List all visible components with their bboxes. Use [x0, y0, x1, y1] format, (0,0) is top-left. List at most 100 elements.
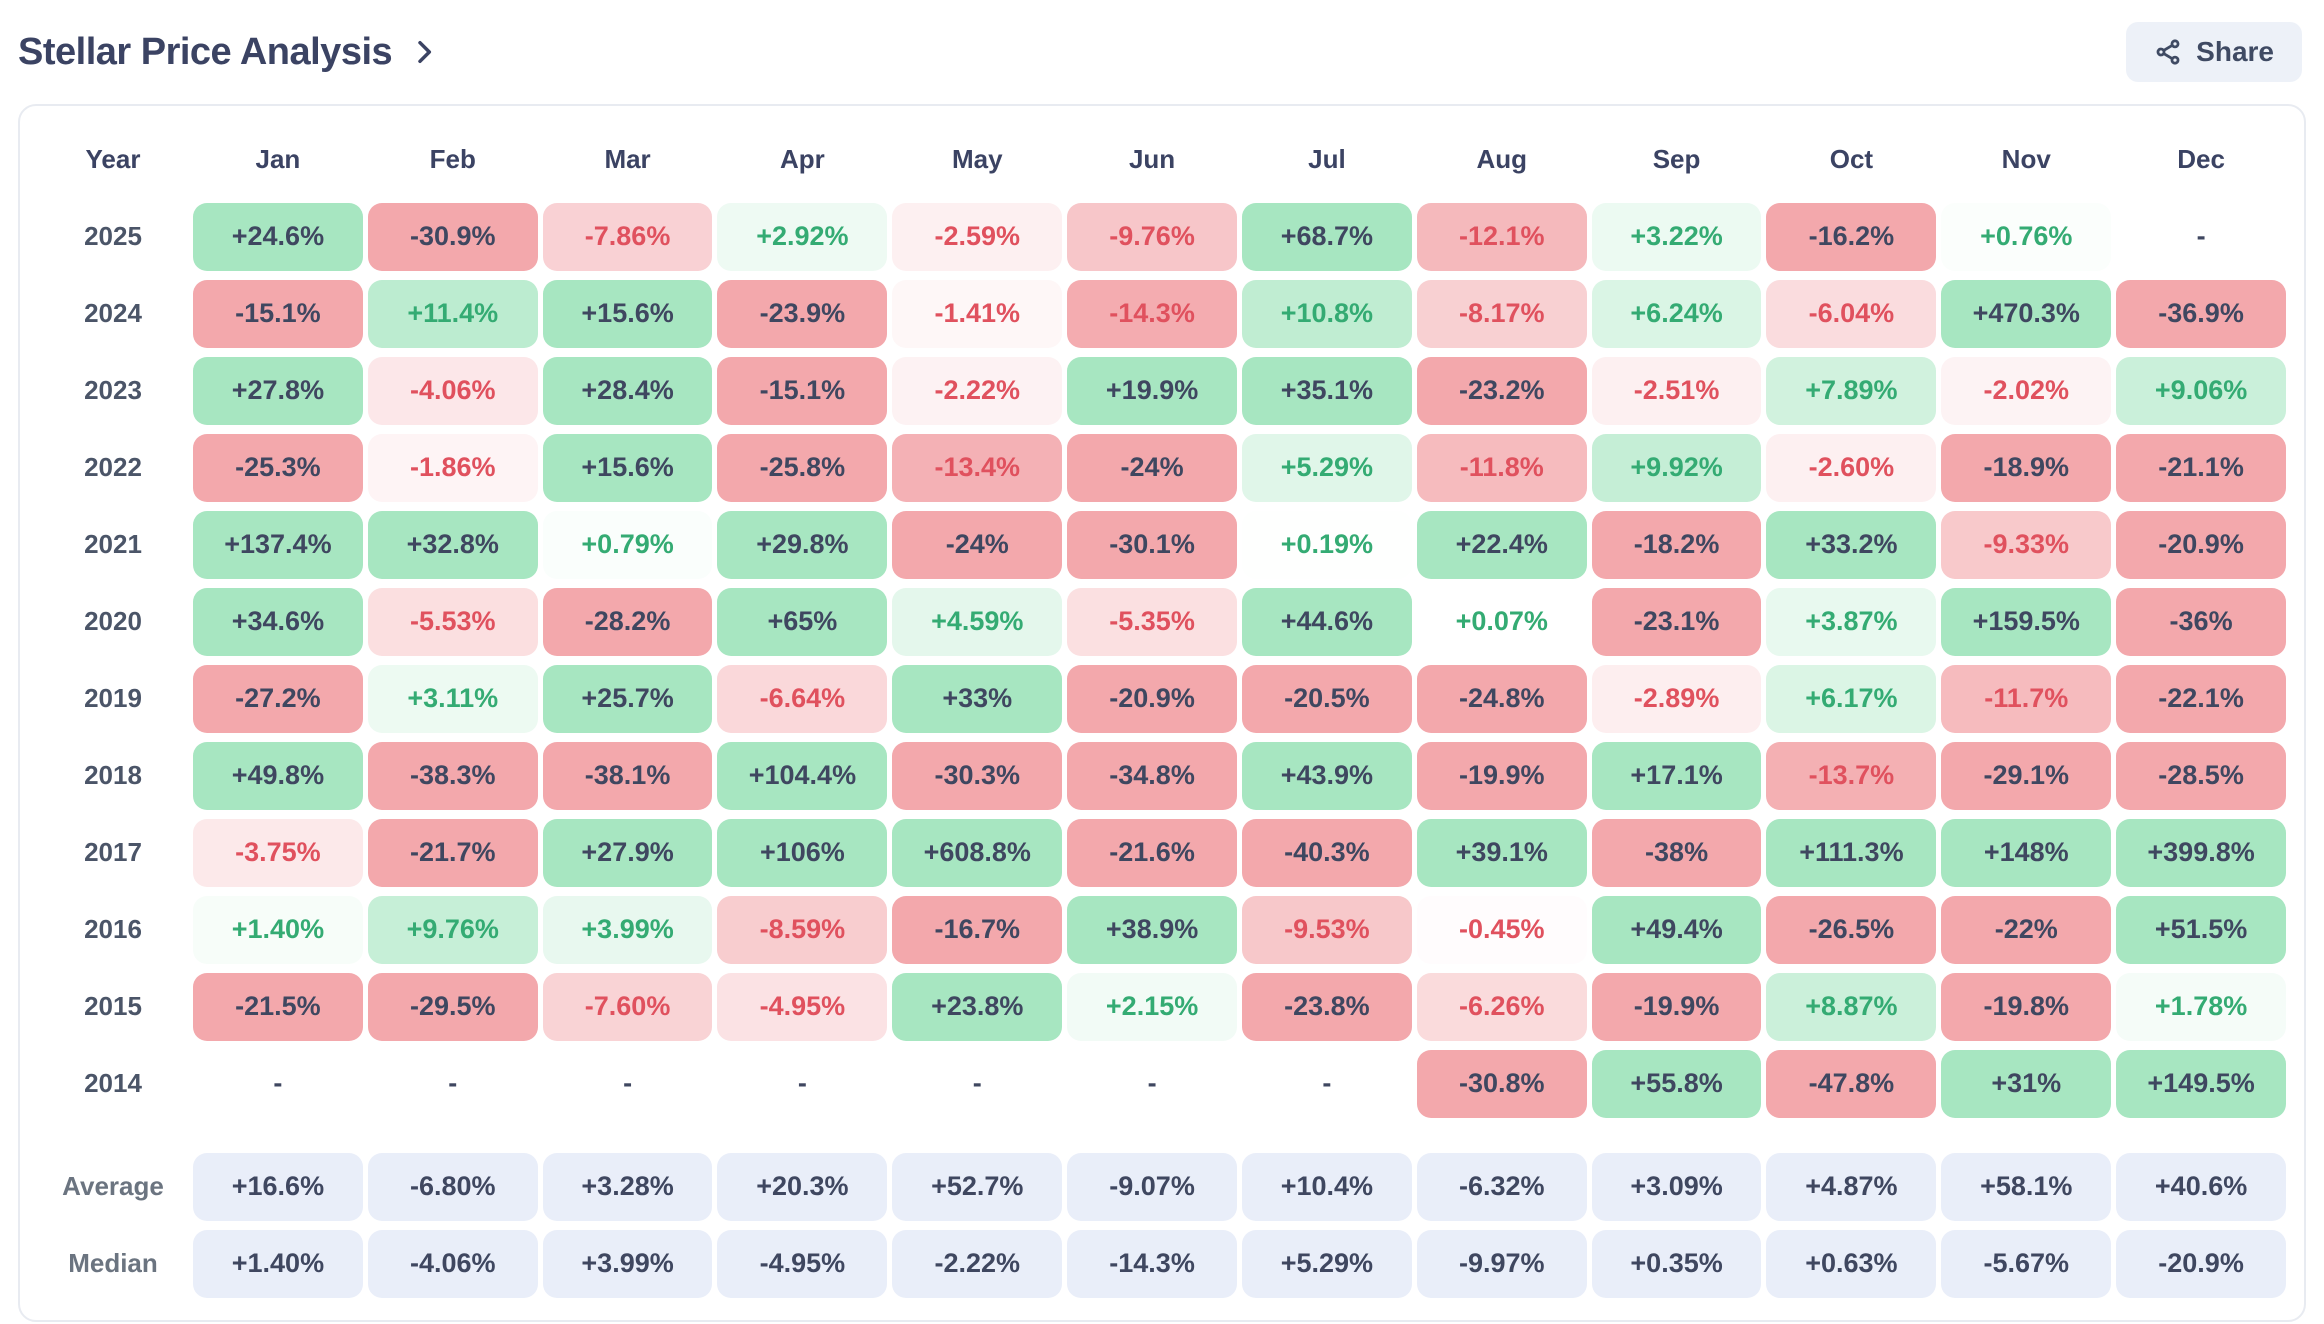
value-cell: +44.6% — [1241, 587, 1412, 656]
value-cell: - — [448, 1068, 458, 1098]
summary-cell: -6.32% — [1416, 1152, 1587, 1221]
value-cell: +3.11% — [367, 664, 538, 733]
value-cell: -2.89% — [1591, 664, 1762, 733]
year-label: 2025 — [84, 221, 142, 251]
value-cell: -30.3% — [892, 741, 1063, 810]
value-cell: -21.7% — [367, 818, 538, 887]
summary-cell: +4.87% — [1766, 1152, 1937, 1221]
chevron-right-icon — [418, 40, 432, 64]
value-cell: -47.8% — [1766, 1049, 1937, 1118]
value-cell: +106% — [717, 818, 888, 887]
table-row: 2021 +137.4% +32.8% +0.79% +29.8% -24% -30.1% +… — [38, 506, 2286, 583]
month-column-header: Feb — [429, 143, 476, 174]
share-icon — [2156, 39, 2180, 65]
value-cell: +9.92% — [1591, 433, 1762, 502]
summary-cell: -6.80% — [367, 1152, 538, 1221]
summary-cell: +20.3% — [717, 1152, 888, 1221]
value-cell: +1.78% — [2116, 972, 2286, 1041]
value-cell: -11.7% — [1941, 664, 2112, 733]
value-cell: -23.2% — [1416, 356, 1587, 425]
value-cell: -22% — [1941, 895, 2112, 964]
value-cell: +43.9% — [1241, 741, 1412, 810]
value-cell: -5.35% — [1067, 587, 1237, 656]
year-label: 2015 — [84, 991, 142, 1021]
value-cell: +17.1% — [1591, 741, 1762, 810]
value-cell: +0.76% — [1941, 202, 2112, 271]
summary-cell: -9.07% — [1067, 1152, 1237, 1221]
value-cell: +399.8% — [2116, 818, 2286, 887]
month-column-header: Jul — [1308, 143, 1346, 174]
month-column-header: Sep — [1652, 143, 1701, 174]
year-label: 2022 — [84, 452, 142, 482]
summary-label: Median — [68, 1248, 158, 1278]
year-label: 2023 — [84, 375, 142, 405]
share-button-label: Share — [2196, 36, 2274, 67]
value-cell: +33.2% — [1766, 510, 1937, 579]
value-cell: +470.3% — [1941, 279, 2112, 348]
value-cell: -14.3% — [1067, 279, 1237, 348]
year-label: 2014 — [84, 1068, 142, 1098]
month-column-header: Jan — [255, 143, 301, 174]
page-title: Stellar Price Analysis — [18, 30, 393, 73]
value-cell: -25.3% — [193, 433, 363, 502]
price-table: Year Jan Feb Mar Apr May Jun Jul Aug Sep Oct Nov Dec… — [38, 120, 2286, 1302]
top-bar: Stellar Price Analysis Share — [0, 0, 2324, 104]
value-cell: +149.5% — [2116, 1049, 2286, 1118]
month-column-header: May — [951, 143, 1003, 174]
value-cell: +0.79% — [542, 510, 713, 579]
value-cell: -19.9% — [1591, 972, 1762, 1041]
year-label: 2019 — [84, 683, 142, 713]
value-cell: +29.8% — [717, 510, 888, 579]
value-cell: -20.5% — [1241, 664, 1412, 733]
value-cell: -25.8% — [717, 433, 888, 502]
value-cell: -7.60% — [542, 972, 713, 1041]
table-row: 2024 -15.1% +11.4% +15.6% -23.9% -1.41% -14.3%… — [38, 275, 2286, 352]
value-cell: -16.7% — [892, 895, 1063, 964]
value-cell: +27.9% — [542, 818, 713, 887]
value-cell: -34.8% — [1067, 741, 1237, 810]
year-label: 2024 — [84, 298, 142, 328]
value-cell: +22.4% — [1416, 510, 1587, 579]
value-cell: +15.6% — [542, 433, 713, 502]
value-cell: -29.5% — [367, 972, 538, 1041]
value-cell: - — [1147, 1068, 1157, 1098]
price-analysis-card: Year Jan Feb Mar Apr May Jun Jul Aug Sep Oct Nov Dec… — [18, 104, 2306, 1322]
value-cell: +35.1% — [1241, 356, 1412, 425]
value-cell: -9.53% — [1241, 895, 1412, 964]
share-button[interactable]: Share — [2126, 22, 2302, 82]
summary-cell: +3.28% — [542, 1152, 713, 1221]
value-cell: +33% — [892, 664, 1063, 733]
value-cell: -7.86% — [542, 202, 713, 271]
value-cell: -28.5% — [2116, 741, 2286, 810]
month-column-header: Dec — [2177, 143, 2225, 174]
summary-cell: -2.22% — [892, 1229, 1063, 1298]
value-cell: -13.7% — [1766, 741, 1937, 810]
value-cell: -26.5% — [1766, 895, 1937, 964]
month-column-header: Apr — [780, 143, 825, 174]
value-cell: +104.4% — [717, 741, 888, 810]
title-link[interactable]: Stellar Price Analysis — [18, 31, 440, 74]
value-cell: +38.9% — [1067, 895, 1237, 964]
value-cell: -27.2% — [193, 664, 363, 733]
value-cell: -13.4% — [892, 433, 1063, 502]
value-cell: +137.4% — [193, 510, 363, 579]
summary-cell: -20.9% — [2116, 1229, 2286, 1298]
value-cell: -23.9% — [717, 279, 888, 348]
month-column-header: Jun — [1128, 143, 1176, 174]
value-cell: - — [273, 1068, 283, 1098]
value-cell: +4.59% — [892, 587, 1063, 656]
value-cell: +27.8% — [193, 356, 363, 425]
value-cell: -29.1% — [1941, 741, 2112, 810]
value-cell: +24.6% — [193, 202, 363, 271]
table-row: 2020 +34.6% -5.53% -28.2% +65% +4.59% -5.35% +4… — [38, 583, 2286, 660]
value-cell: +608.8% — [892, 818, 1063, 887]
value-cell: +31% — [1941, 1049, 2112, 1118]
value-cell: -0.45% — [1416, 895, 1587, 964]
year-label: 2017 — [84, 837, 142, 867]
value-cell: -9.33% — [1941, 510, 2112, 579]
value-cell: -38.3% — [367, 741, 538, 810]
value-cell: +10.8% — [1241, 279, 1412, 348]
value-cell: -24% — [1067, 433, 1237, 502]
value-cell: +68.7% — [1241, 202, 1412, 271]
value-cell: -18.2% — [1591, 510, 1762, 579]
